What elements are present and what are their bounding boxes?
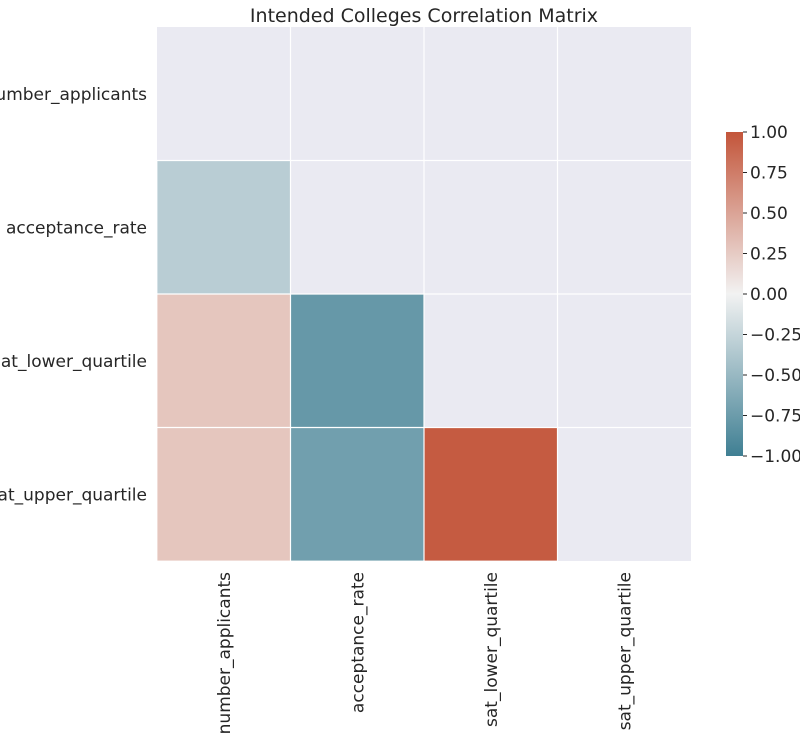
- colorbar-tick-label: −0.25: [750, 326, 800, 346]
- colorbar-tick-label: −0.50: [750, 366, 800, 386]
- column-label: acceptance_rate: [348, 572, 368, 713]
- colorbar-tick-label: 0.00: [750, 285, 788, 305]
- heatmap-cell: [290, 427, 425, 562]
- heatmap-cell: [156, 427, 291, 562]
- colorbar-tick-label: −1.00: [750, 447, 800, 467]
- colorbar-tick-label: −0.75: [750, 407, 800, 427]
- heatmap-cell: [156, 293, 291, 428]
- colorbar-gradient: [726, 132, 743, 456]
- column-label: sat_lower_quartile: [482, 572, 502, 727]
- colorbar-tick-label: 0.50: [750, 204, 788, 224]
- column-label: sat_upper_quartile: [615, 572, 635, 730]
- colorbar-tick-label: 0.25: [750, 245, 788, 265]
- heatmap-cell: [156, 160, 291, 295]
- heatmap-gridlines: [157, 27, 691, 561]
- colorbar: 1.00 0.75 0.50 0.25 0.00 −0.25 −0.50 −0.75 −1.00: [726, 123, 800, 467]
- heatmap-cell: [423, 427, 558, 562]
- colorbar-tick-label: 0.75: [750, 164, 788, 184]
- column-label: number_applicants: [215, 572, 235, 734]
- heatmap-cells: [156, 160, 558, 562]
- column-labels: number_applicants acceptance_rate sat_lowe…: [215, 572, 636, 734]
- row-label: acceptance_rate: [6, 218, 147, 238]
- row-label: number_applicants: [0, 85, 147, 105]
- colorbar-tick-label: 1.00: [750, 123, 788, 143]
- row-label: sat_lower_quartile: [0, 352, 147, 372]
- row-label: sat_upper_quartile: [0, 485, 147, 505]
- heatmap-cell: [290, 293, 425, 428]
- chart-title: Intended Colleges Correlation Matrix: [250, 5, 598, 27]
- row-labels: number_applicants acceptance_rate sat_lowe…: [0, 85, 147, 506]
